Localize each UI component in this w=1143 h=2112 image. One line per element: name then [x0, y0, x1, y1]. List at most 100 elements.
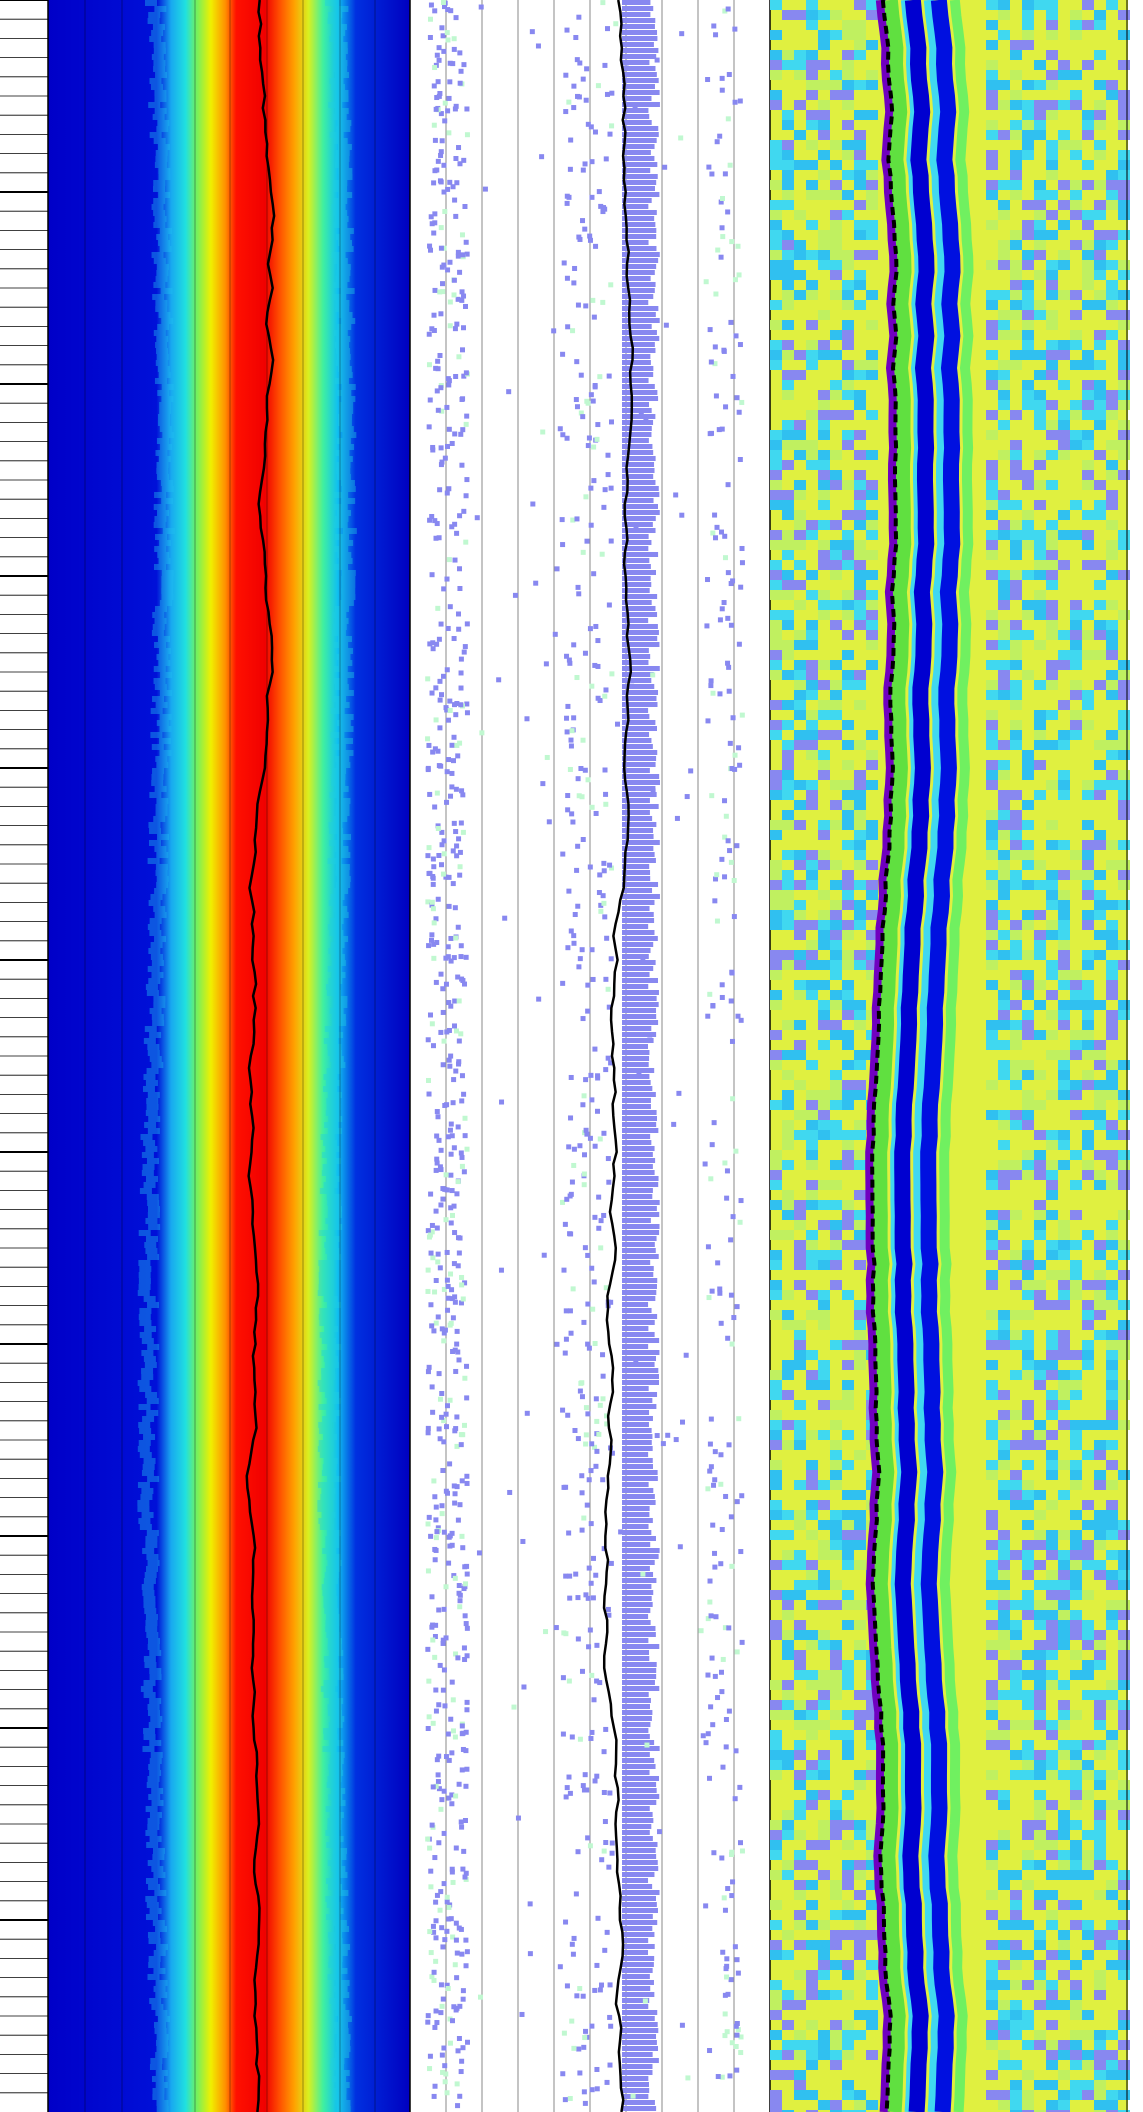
scatter-point	[587, 1135, 593, 1141]
scatter-point	[725, 615, 731, 621]
pattern-cell	[830, 940, 842, 950]
scatter-point	[717, 691, 723, 697]
pattern-cell	[998, 660, 1010, 670]
pattern-cell	[986, 1570, 998, 1580]
pattern-cell	[1058, 1490, 1070, 1500]
scatter-point	[429, 899, 435, 905]
pattern-cell	[986, 490, 998, 500]
pattern-cell	[1022, 860, 1034, 870]
scatter-point	[705, 1731, 711, 1737]
pattern-cell	[830, 10, 842, 20]
heat-row-shade	[157, 324, 170, 330]
pattern-cell	[1094, 1570, 1106, 1580]
pattern-cell	[770, 220, 782, 230]
scatter-point	[592, 662, 598, 668]
pattern-cell	[818, 960, 830, 970]
pattern-cell	[1034, 1440, 1046, 1450]
pattern-cell	[818, 1020, 830, 1030]
pattern-cell	[998, 1330, 1010, 1340]
pattern-cell	[866, 160, 878, 170]
scatter-point	[593, 810, 599, 816]
scatter-point	[719, 1527, 725, 1533]
scatter-band	[622, 612, 658, 617]
scatter-point	[434, 1225, 440, 1231]
pattern-cell	[1094, 1000, 1106, 1010]
pattern-cell	[1082, 2050, 1094, 2060]
scatter-point	[608, 419, 614, 425]
pattern-cell	[830, 240, 842, 250]
scatter-point	[439, 2003, 445, 2009]
scatter-point	[444, 1894, 450, 1900]
pattern-cell	[1022, 1500, 1034, 1510]
pattern-cell	[1022, 1340, 1034, 1350]
pattern-cell	[1118, 260, 1130, 270]
pattern-cell	[770, 1380, 782, 1390]
scatter-point	[575, 843, 581, 849]
heat-row-shade	[321, 1584, 336, 1590]
scatter-band	[622, 2100, 655, 2105]
scatter-point	[734, 1304, 740, 1310]
scatter-point	[438, 1889, 444, 1895]
pattern-cell	[1106, 1330, 1118, 1340]
scatter-point	[712, 1673, 718, 1679]
scatter-point	[581, 1171, 587, 1177]
pattern-cell	[1034, 1980, 1046, 1990]
pattern-cell	[1010, 1170, 1022, 1180]
pattern-cell	[1082, 650, 1094, 660]
scatter-point	[607, 1790, 613, 1796]
scatter-band	[622, 1518, 653, 1523]
scatter-point	[433, 1783, 439, 1789]
scatter-point	[449, 1133, 455, 1139]
scatter-point	[603, 791, 609, 797]
scatter-point	[582, 161, 588, 167]
pattern-cell	[1046, 1210, 1058, 1220]
scatter-band	[622, 780, 660, 785]
pattern-cell	[794, 2000, 806, 2010]
scatter-point	[567, 1573, 573, 1579]
heat-row-shade	[333, 42, 348, 48]
pattern-cell	[818, 310, 830, 320]
pattern-cell	[818, 1760, 830, 1770]
pattern-cell	[1118, 1800, 1130, 1810]
pattern-cell	[818, 1550, 830, 1560]
pattern-cell	[1010, 150, 1022, 160]
pattern-cell	[1106, 1030, 1118, 1040]
scatter-point	[719, 982, 725, 988]
pattern-cell	[842, 760, 854, 770]
scatter-point	[725, 209, 731, 215]
pattern-cell	[1034, 1940, 1046, 1950]
scatter-point	[618, 1529, 624, 1535]
scatter-band	[622, 1620, 651, 1625]
heat-row-shade	[327, 1044, 342, 1050]
scatter-point	[464, 621, 470, 627]
scatter-point	[720, 1949, 726, 1955]
pattern-cell	[782, 1690, 794, 1700]
scatter-point	[440, 1196, 446, 1202]
pattern-cell	[1022, 800, 1034, 810]
scatter-band	[622, 552, 659, 557]
scatter-band	[622, 1320, 655, 1325]
pattern-cell	[998, 1210, 1010, 1220]
pattern-cell	[1118, 790, 1130, 800]
scatter-band	[622, 0, 651, 5]
pattern-cell	[842, 290, 854, 300]
scatter-point	[733, 1148, 739, 1154]
pattern-cell	[1034, 450, 1046, 460]
heat-row-shade	[148, 948, 161, 954]
pattern-cell	[1094, 1100, 1106, 1110]
pattern-cell	[998, 1180, 1010, 1190]
pattern-cell	[854, 30, 866, 40]
pattern-cell	[806, 1570, 818, 1580]
scatter-point	[591, 571, 597, 577]
scatter-point	[435, 158, 441, 164]
pattern-cell	[1022, 2110, 1034, 2112]
pattern-cell	[794, 530, 806, 540]
scatter-band	[622, 1902, 657, 1907]
pattern-cell	[818, 860, 830, 870]
pattern-cell	[1034, 640, 1046, 650]
pattern-cell	[1106, 750, 1118, 760]
pattern-cell	[770, 2010, 782, 2020]
scatter-point	[593, 1396, 599, 1402]
scatter-band	[622, 594, 658, 599]
